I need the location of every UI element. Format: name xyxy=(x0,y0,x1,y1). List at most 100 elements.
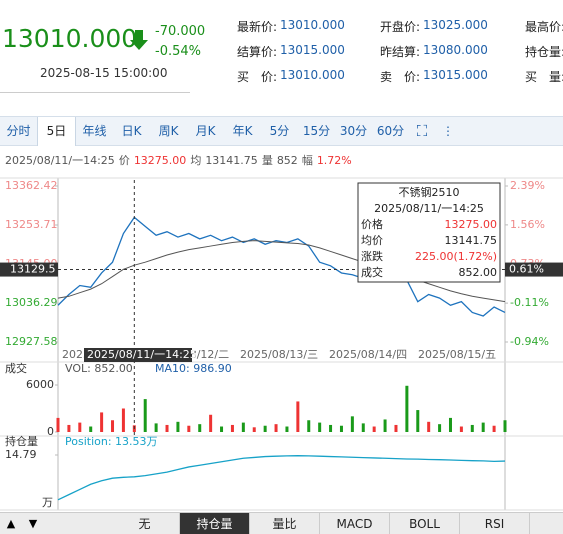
volume-bar xyxy=(285,426,289,432)
change-value: -70.000 xyxy=(155,24,206,39)
volume-bar xyxy=(241,422,245,432)
x-tick-label: 2025/08/13/三 xyxy=(240,348,318,361)
volume-bar xyxy=(209,414,213,432)
tab[interactable]: 年K xyxy=(232,124,253,138)
volume-bar xyxy=(78,422,82,432)
field-value: 13015.000 xyxy=(423,68,488,82)
volume-bar xyxy=(67,424,71,432)
indicator-tab[interactable]: RSI xyxy=(460,513,530,534)
cursor-value: 13129.5 xyxy=(10,263,56,276)
field-label: 最高价: xyxy=(525,20,563,34)
volume-bar xyxy=(350,416,354,432)
cursor-date: 2025/08/11/一14:25 xyxy=(87,348,197,361)
volume-bar xyxy=(339,425,343,432)
volume-bar xyxy=(56,417,60,432)
cursor-pct: 0.61% xyxy=(509,263,544,276)
volume-bar xyxy=(154,423,158,432)
period-tabs: 分时 5日 年线 日K 周K 月K 年K 5分 15分 30分 60分 ⛶ ⋮ xyxy=(0,116,563,146)
tooltip-label: 涨跌 xyxy=(361,249,383,263)
info-item: 2025/08/11/一14:25 xyxy=(5,154,115,167)
volume-bar xyxy=(416,410,420,432)
tooltip-label: 价格 xyxy=(361,217,383,231)
indicator-tab[interactable]: BOLL xyxy=(390,513,460,534)
y2-tick-label: -0.11% xyxy=(510,296,549,309)
field-label: 最新价: xyxy=(237,20,278,34)
tooltip-value: 852.00 xyxy=(459,266,498,279)
position-label: Position: 13.53万 xyxy=(65,435,158,448)
tooltip-label: 成交 xyxy=(361,265,383,279)
tab[interactable]: 月K xyxy=(195,124,216,138)
tooltip-value: 13141.75 xyxy=(445,234,498,247)
last-price: 13010.000 xyxy=(2,24,138,53)
price-line xyxy=(57,216,506,317)
indicator-tab[interactable]: 无 xyxy=(110,513,180,534)
volume-bar xyxy=(274,424,278,432)
y-tick-label: 12927.58 xyxy=(5,335,58,348)
volume-bar xyxy=(263,425,267,432)
tab[interactable]: 分时 xyxy=(6,124,31,138)
volume-bar xyxy=(89,426,93,432)
down-arrow xyxy=(130,30,148,50)
field-label: 买 价: xyxy=(237,70,278,84)
indicator-tab[interactable]: MACD xyxy=(320,513,390,534)
cursor-box xyxy=(0,262,58,277)
more-icon[interactable]: ⋮ xyxy=(442,124,454,138)
volume-bar xyxy=(318,422,322,432)
change: -70.000 -0.54% xyxy=(155,22,205,62)
volume-bar xyxy=(503,420,507,432)
up-button[interactable]: ▲ xyxy=(6,517,16,530)
volume-bar xyxy=(111,420,115,432)
info-item: 量 xyxy=(261,154,273,167)
y-tick-label: 13036.29 xyxy=(5,296,58,309)
tooltip-title: 不锈钢2510 xyxy=(399,186,460,199)
y2-tick-label: 1.56% xyxy=(510,218,545,231)
info-line: 2025/08/11/一14:25 价 13275.00 均 13141.75 量 852 幅… xyxy=(5,152,356,168)
fullscreen-icon[interactable]: ⛶ xyxy=(416,122,428,140)
info-item: 均 xyxy=(190,154,202,167)
indicator-tabs: ▲ ▼ 无持仓量 量比 MACD BOLL RSI xyxy=(0,512,563,534)
volume-bar xyxy=(459,426,463,432)
volume-bar xyxy=(230,424,234,432)
indicator-tab[interactable]: 持仓量 xyxy=(180,513,250,534)
field-label: 结算价: xyxy=(237,45,278,59)
position-line xyxy=(57,455,506,501)
info-item: 1.72% xyxy=(316,154,352,167)
tab[interactable]: 日K xyxy=(121,124,142,138)
field-value: 13010.000 xyxy=(280,68,345,82)
down-button[interactable]: ▼ xyxy=(28,517,38,530)
tab[interactable]: 30分 xyxy=(339,124,368,138)
vol-label: VOL: 852.00 xyxy=(65,362,133,375)
ma-label: MA10: 986.90 xyxy=(155,362,232,375)
quote-time: 2025-08-15 15:00:00 xyxy=(40,66,168,80)
field-label: 卖 价: xyxy=(380,70,421,84)
field-value: 13080.000 xyxy=(423,43,488,57)
volume-bar xyxy=(187,425,191,432)
volume-bar xyxy=(329,424,333,432)
field-value: 13015.000 xyxy=(280,43,345,57)
y-tick-label: 6000 xyxy=(26,378,54,391)
y-tick-label: 13253.71 xyxy=(5,218,58,231)
tab[interactable]: 60分 xyxy=(376,124,405,138)
volume-bar xyxy=(372,426,376,432)
volume-bar xyxy=(470,424,474,432)
volume-bar xyxy=(448,417,452,432)
field-value: 13025.000 xyxy=(423,18,488,32)
tooltip-date: 2025/08/11/一14:25 xyxy=(374,202,484,215)
tab[interactable]: 周K xyxy=(158,124,179,138)
tab[interactable]: 15分 xyxy=(302,124,331,138)
tooltip-value: 225.00(1.72%) xyxy=(415,250,497,263)
tooltip-value: 13275.00 xyxy=(445,218,498,231)
volume-bar xyxy=(198,424,202,432)
volume-bar xyxy=(252,427,256,432)
field-label: 昨结算: xyxy=(380,45,421,59)
tab[interactable]: 年线 xyxy=(82,124,107,138)
field-label: 买 量: xyxy=(525,70,563,84)
indicator-tab[interactable]: 量比 xyxy=(250,513,320,534)
tab[interactable]: 5日 xyxy=(37,117,76,146)
field-label: 持仓量: xyxy=(525,45,563,59)
tab[interactable]: 5分 xyxy=(269,124,290,138)
volume-bar xyxy=(383,419,387,432)
info-item: 13141.75 xyxy=(205,154,258,167)
